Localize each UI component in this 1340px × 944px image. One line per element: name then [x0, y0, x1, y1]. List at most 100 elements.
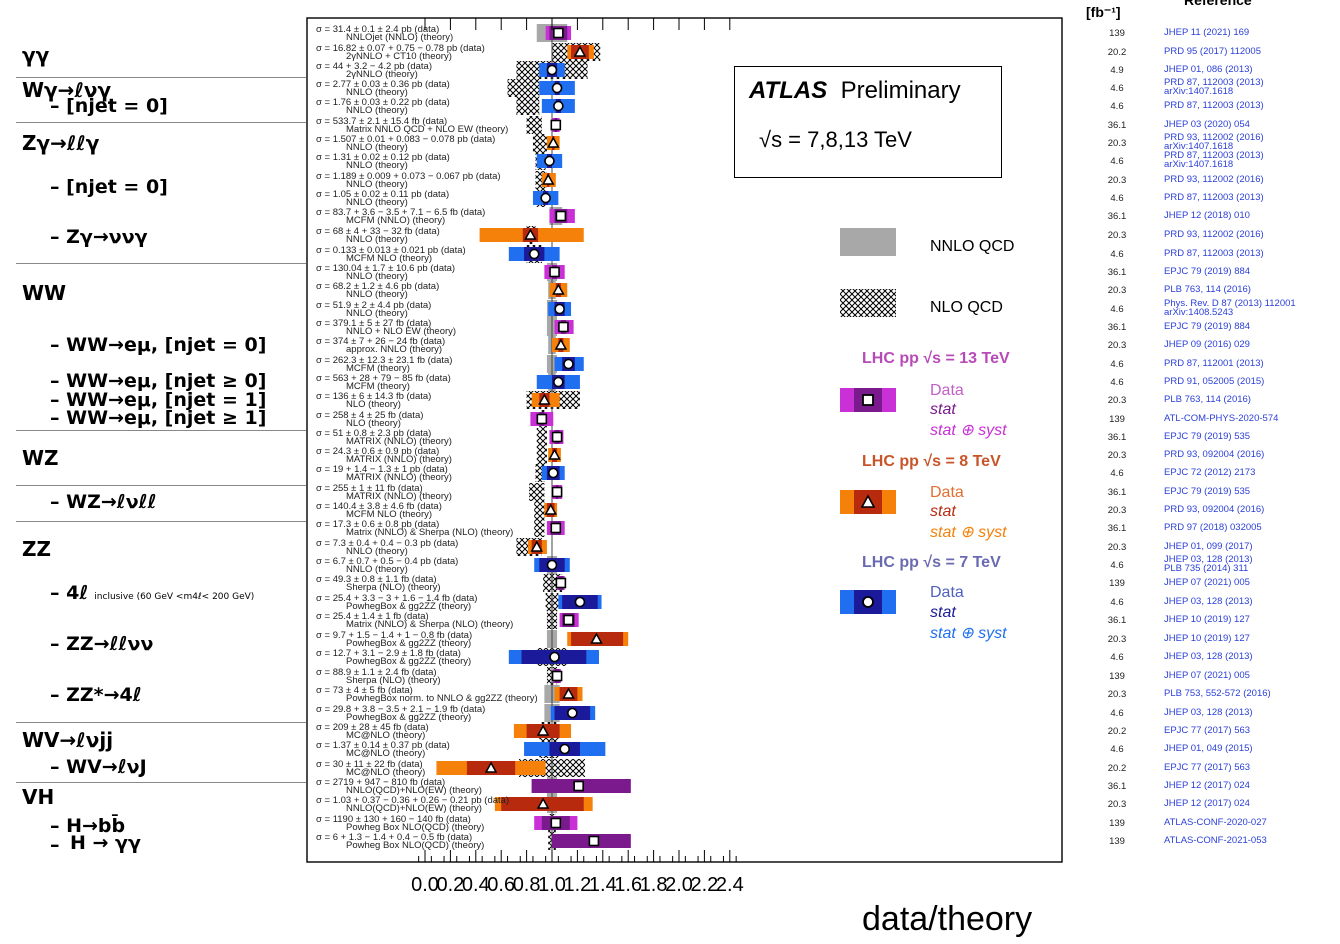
data-point-triangle — [552, 283, 565, 295]
reference-link[interactable]: EPJC 72 (2012) 2173 — [1164, 467, 1256, 478]
cross-section-value: σ = 563 + 28 + 79 − 85 fb (data) — [316, 373, 451, 384]
lumi-value: 20.2 — [1107, 763, 1127, 774]
process-label: WW — [22, 281, 67, 305]
x-tick-label: 0.2 — [436, 874, 465, 896]
theory-name: NLO (theory) — [346, 399, 401, 410]
legend-nlo-swatch — [840, 289, 896, 317]
reference-link[interactable]: JHEP 03, 128 (2013) — [1164, 707, 1253, 718]
lumi-value: 20.3 — [1107, 799, 1127, 810]
lumi-value: 20.3 — [1107, 285, 1127, 296]
cross-section-value: σ = 25.4 ± 1.4 ± 1 fb (data) — [316, 611, 429, 622]
reference-link[interactable]: JHEP 11 (2021) 169 — [1164, 27, 1250, 38]
reference-link-arxiv[interactable]: arXiv:1407.1618 — [1164, 141, 1234, 152]
reference-link[interactable]: JHEP 03, 128 (2013) — [1164, 651, 1253, 662]
reference-link[interactable]: JHEP 01, 086 (2013) — [1164, 64, 1253, 75]
data-point-square — [555, 210, 567, 222]
x-tick-label: 1.8 — [639, 874, 668, 896]
cross-section-value: σ = 6 + 1.3 − 1.4 + 0.4 − 0.5 fb (data) — [316, 832, 472, 843]
reference-link[interactable]: PRD 93, 092004 (2016) — [1164, 504, 1265, 515]
reference-link[interactable]: PRD 93, 092004 (2016) — [1164, 449, 1265, 460]
theory-name: Matrix (NNLO) & Sherpa (NLO) (theory) — [346, 619, 513, 630]
theory-band-nlo — [536, 446, 547, 464]
reference-link[interactable]: JHEP 09 (2016) 029 — [1164, 339, 1250, 350]
reference-link[interactable]: PRD 87, 112003 (2013) — [1164, 150, 1264, 161]
cross-section-value: σ = 1.76 ± 0.03 ± 0.22 pb (data) — [316, 97, 450, 108]
cross-section-value: σ = 255 ± 1 ± 11 fb (data) — [316, 483, 423, 494]
reference-link[interactable]: PLB 763, 114 (2016) — [1164, 284, 1251, 295]
reference-link[interactable]: PRD 87, 112003 (2013) — [1164, 77, 1264, 88]
reference-link[interactable]: JHEP 10 (2019) 127 — [1164, 633, 1250, 644]
theory-band-nlo — [536, 428, 547, 446]
lumi-value: 4.6 — [1110, 468, 1124, 479]
reference-link[interactable]: JHEP 12 (2017) 024 — [1164, 798, 1250, 809]
reference-link[interactable]: EPJC 77 (2017) 563 — [1164, 762, 1251, 773]
reference-link[interactable]: EPJC 79 (2019) 884 — [1164, 266, 1251, 277]
group-separator — [16, 263, 306, 264]
reference-link[interactable]: EPJC 77 (2017) 563 — [1164, 725, 1251, 736]
reference-link[interactable]: JHEP 03, 128 (2013) — [1164, 596, 1253, 607]
reference-link[interactable]: PRD 93, 112002 (2016) — [1164, 229, 1264, 240]
reference-link[interactable]: PRD 91, 052005 (2015) — [1164, 376, 1265, 387]
data-point-circle — [547, 467, 559, 479]
cross-section-value: σ = 88.9 ± 1.1 ± 2.4 fb (data) — [316, 667, 437, 678]
lumi-header: [fb⁻¹] — [1086, 4, 1121, 20]
process-label: – 4ℓ inclusive (60 GeV <m4ℓ< 200 GeV) — [50, 582, 255, 604]
data-point-circle — [567, 707, 578, 719]
reference-link[interactable]: PRD 95 (2017) 112005 — [1164, 46, 1261, 57]
lumi-value: 4.6 — [1110, 597, 1124, 608]
group-separator — [16, 485, 306, 486]
x-tick-label: 1.0 — [538, 874, 566, 896]
process-label: VH — [22, 785, 55, 809]
cross-section-value: σ = 1.37 ± 0.14 ± 0.37 pb (data) — [316, 740, 450, 751]
reference-link[interactable]: JHEP 01, 049 (2015) — [1164, 743, 1253, 754]
reference-link[interactable]: PRD 87, 112003 (2013) — [1164, 100, 1264, 111]
reference-link-arxiv[interactable]: arXiv:1408.5243 — [1164, 307, 1234, 318]
reference-link[interactable]: ATL-COM-PHYS-2020-574 — [1164, 413, 1279, 424]
reference-link[interactable]: EPJC 79 (2019) 535 — [1164, 431, 1251, 442]
group-separator — [16, 77, 306, 78]
reference-link[interactable]: ATLAS-CONF-2021-053 — [1164, 835, 1267, 846]
legend-13-statsyst: stat ⊕ syst — [930, 422, 1007, 439]
reference-link[interactable]: ATLAS-CONF-2020-027 — [1164, 817, 1267, 828]
reference-link[interactable]: PRD 87, 112003 (2013) — [1164, 192, 1264, 203]
reference-link[interactable]: PRD 97 (2018) 032005 — [1164, 522, 1262, 533]
lumi-value: 139 — [1109, 28, 1125, 39]
legend-nlo-label: NLO QCD — [930, 299, 1003, 316]
reference-link[interactable]: EPJC 79 (2019) 884 — [1164, 321, 1251, 332]
process-label: WZ — [22, 446, 59, 470]
reference-link[interactable]: JHEP 03, 128 (2013) — [1164, 554, 1253, 565]
reference-link[interactable]: PRD 93, 112002 (2016) — [1164, 132, 1264, 143]
reference-link[interactable]: PRD 87, 112003 (2013) — [1164, 248, 1264, 259]
reference-link[interactable]: EPJC 79 (2019) 535 — [1164, 486, 1251, 497]
reference-link[interactable]: PLB 763, 114 (2016) — [1164, 394, 1251, 405]
reference-link[interactable]: PRD 93, 112002 (2016) — [1164, 174, 1264, 185]
reference-link-arxiv[interactable]: PLB 735 (2014) 311 — [1164, 563, 1249, 574]
data-point-square — [551, 431, 563, 443]
legend-7-statsyst: stat ⊕ syst — [930, 625, 1007, 642]
reference-link[interactable]: JHEP 12 (2017) 024 — [1164, 780, 1250, 791]
cross-section-value: σ = 7.3 ± 0.4 + 0.4 − 0.3 pb (data) — [316, 538, 458, 549]
reference-link[interactable]: JHEP 03 (2020) 054 — [1164, 119, 1250, 130]
reference-link-arxiv[interactable]: arXiv:1407.1618 — [1164, 159, 1234, 170]
reference-link[interactable]: JHEP 07 (2021) 005 — [1164, 670, 1250, 681]
reference-link-arxiv[interactable]: arXiv:1407.1618 — [1164, 86, 1234, 97]
data-point-circle — [546, 64, 558, 76]
data-point-square — [558, 321, 569, 333]
process-label: – Zγ→ννγ — [50, 226, 148, 248]
lumi-value: 4.6 — [1110, 101, 1124, 112]
cross-section-value: σ = 51 ± 0.8 ± 2.3 pb (data) — [316, 428, 431, 439]
reference-link[interactable]: JHEP 07 (2021) 005 — [1164, 577, 1250, 588]
lumi-value: 20.3 — [1107, 542, 1127, 553]
reference-link[interactable]: PRD 87, 112001 (2013) — [1164, 358, 1264, 369]
legend-symbols — [840, 228, 896, 614]
lumi-value: 20.3 — [1107, 175, 1127, 186]
cross-section-value: σ = 6.7 ± 0.7 + 0.5 − 0.4 pb (data) — [316, 556, 458, 567]
legend-13tev-symbol-marker — [862, 394, 874, 406]
reference-link[interactable]: JHEP 01, 099 (2017) — [1164, 541, 1253, 552]
reference-link[interactable]: JHEP 12 (2018) 010 — [1164, 210, 1250, 221]
reference-link[interactable]: JHEP 10 (2019) 127 — [1164, 614, 1250, 625]
reference-link[interactable]: PLB 753, 552-572 (2016) — [1164, 688, 1271, 699]
group-separator — [16, 430, 306, 431]
reference-link[interactable]: Phys. Rev. D 87 (2013) 112001 — [1164, 298, 1296, 309]
theory-name: NNLO (theory) — [346, 234, 408, 245]
